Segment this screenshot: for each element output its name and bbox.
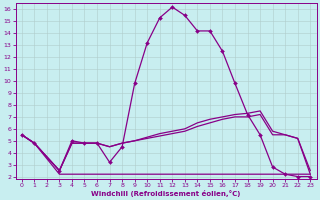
X-axis label: Windchill (Refroidissement éolien,°C): Windchill (Refroidissement éolien,°C) bbox=[91, 190, 241, 197]
